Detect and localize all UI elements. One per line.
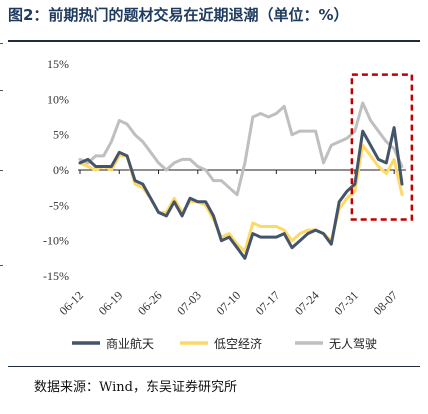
chart-title: 图2：前期热门的题材交易在近期退潮（单位：%） [8,6,349,24]
legend: 商业航天 低空经济 无人驾驶 [72,336,377,351]
y-tick-label: -15% [43,269,69,283]
x-tick-label: 06-26 [135,288,165,318]
edge-tick-mark [0,43,3,44]
highlight-box [350,73,414,221]
top-divider [8,40,420,42]
source-note: 数据来源：Wind，东吴证券研究所 [34,380,237,395]
legend-label: 低空经济 [214,336,262,351]
highlight-box-group [350,73,414,221]
x-tick-label: 07-31 [331,288,361,318]
y-tick-label: 15% [47,57,69,71]
legend-label: 无人驾驶 [329,336,377,351]
series-lines [78,101,404,260]
x-tick-label: 06-12 [56,288,86,318]
bottom-divider [8,366,420,367]
y-tick-label: -10% [43,234,69,248]
y-tick-label: 10% [47,92,69,106]
x-tick-label: 07-24 [292,288,322,318]
y-tick-label: 5% [53,128,69,142]
legend-label: 商业航天 [106,336,154,351]
x-tick-label: 07-10 [213,288,243,318]
y-axis: 15% 10% 5% 0% -5% -10% -15% [43,57,69,283]
y-tick-label: -5% [49,198,69,212]
edge-tick-mark [0,90,3,91]
y-tick-label: 0% [53,163,69,177]
x-tick-label: 08-07 [371,288,401,318]
x-tick-label: 07-03 [174,288,204,318]
x-tick-label: 06-19 [96,288,126,318]
edge-tick-mark [0,170,3,171]
line-chart: 15% 10% 5% 0% -5% -10% -15% 06-12 06-19 06-26 07-… [43,57,414,351]
series-line-1 [78,126,404,260]
x-tick-label: 07-17 [253,288,283,318]
series-line-3 [78,101,404,197]
edge-tick-mark [0,265,3,266]
